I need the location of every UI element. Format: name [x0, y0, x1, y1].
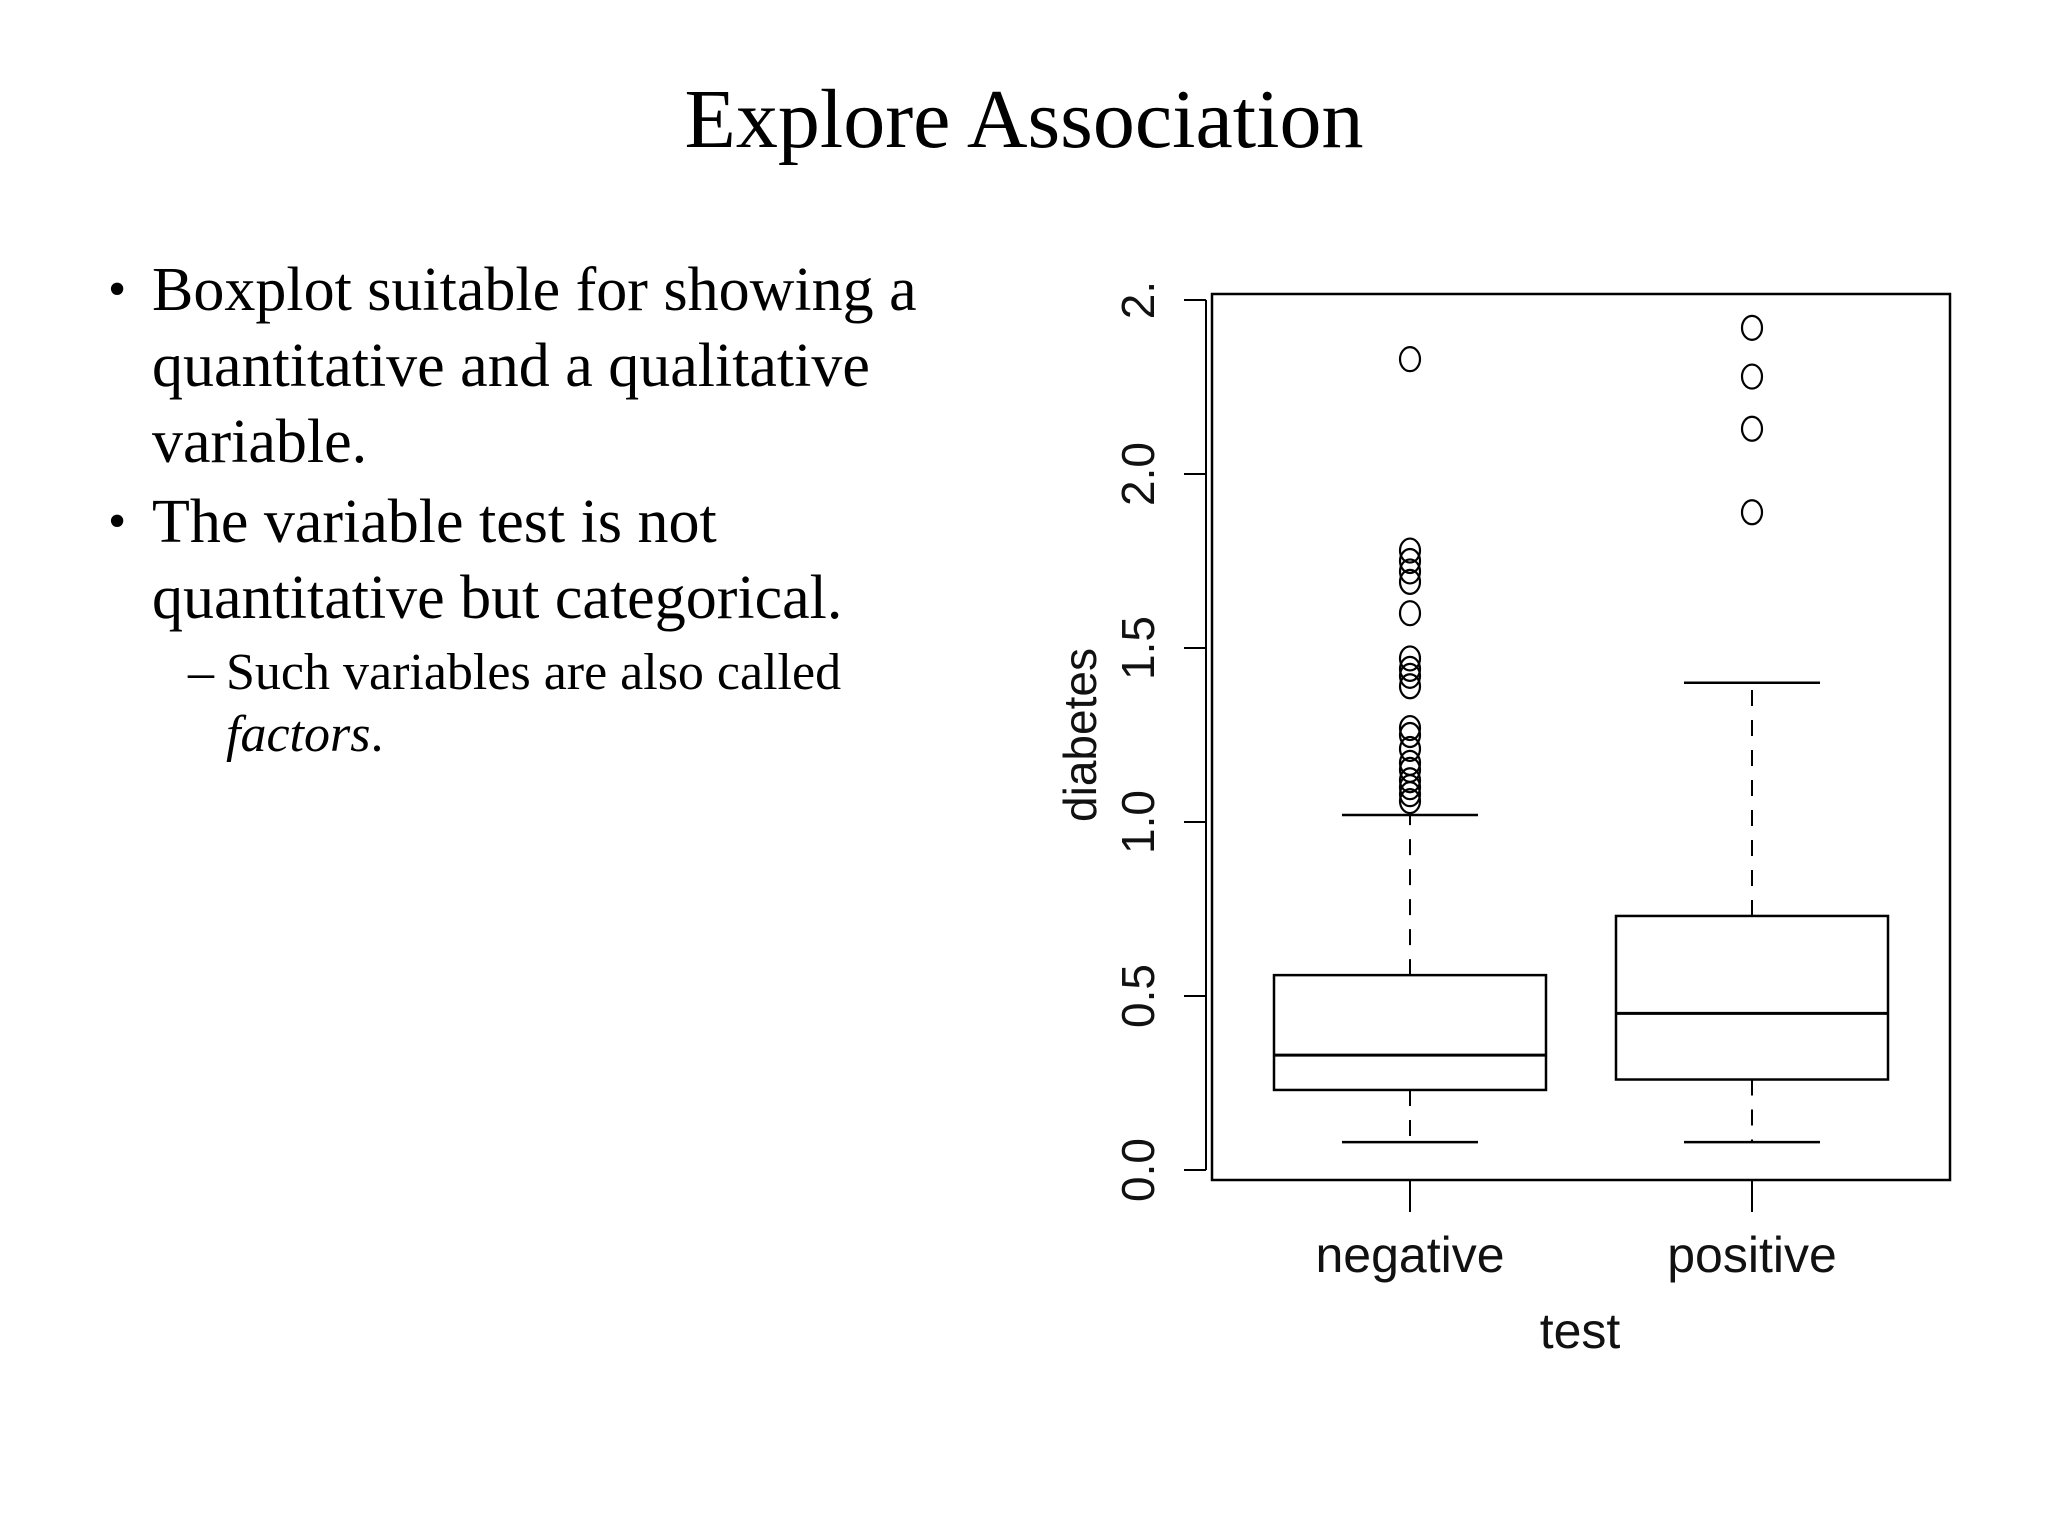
outlier-point [1398, 568, 1422, 595]
sub-bullet-italic: factors [226, 706, 371, 763]
bullet-item-2: • The variable test is not quantitative … [108, 484, 1008, 636]
outlier-point [1398, 673, 1422, 700]
y-tick-label: 2.0 [1112, 442, 1164, 506]
outlier-point [1398, 600, 1422, 627]
outlier-point [1398, 756, 1422, 783]
y-tick-label: 2. [1112, 281, 1164, 319]
outlier-point [1740, 499, 1764, 526]
outlier-point [1398, 558, 1422, 585]
x-tick-label: negative [1315, 1227, 1504, 1283]
bullet-text: The variable test is not quantitative bu… [152, 488, 843, 632]
bullet-marker: • [108, 493, 127, 550]
bullet-list: • Boxplot suitable for showing a quantit… [108, 252, 1008, 766]
outlier-point [1398, 645, 1422, 672]
bullet-marker: • [108, 261, 127, 318]
y-tick-label: 1.5 [1112, 616, 1164, 680]
sub-bullet-suffix: . [370, 706, 384, 763]
y-tick-label: 1.0 [1112, 790, 1164, 854]
outlier-point [1398, 767, 1422, 794]
iqr-box [1272, 973, 1548, 1092]
iqr-box [1614, 914, 1890, 1081]
outlier-point [1398, 346, 1422, 373]
y-tick-label: 0.5 [1112, 964, 1164, 1028]
outlier-point [1398, 547, 1422, 575]
sub-bullet-text: Such variables are also called [226, 644, 842, 701]
y-tick-label: 0.0 [1112, 1138, 1164, 1202]
x-axis-label: test [1540, 1303, 1621, 1359]
outlier-point [1398, 721, 1422, 749]
box-positive [1614, 314, 1890, 1144]
boxes [1272, 314, 1890, 1144]
bullet-item-1: • Boxplot suitable for showing a quantit… [108, 252, 1008, 480]
boxplot-chart: 0.0 0.5 1.0 1.5 2.0 2. negative positive diabe… [1054, 281, 1952, 1359]
x-axis: negative positive [1315, 1180, 1837, 1283]
outlier-point [1398, 655, 1422, 682]
y-axis-label: diabetes [1054, 648, 1106, 822]
outlier-point [1398, 537, 1422, 564]
x-tick-label: positive [1667, 1227, 1837, 1283]
plot-frame [1210, 292, 1952, 1182]
outlier-point [1398, 749, 1422, 776]
outlier-point [1740, 363, 1764, 390]
outlier-point [1740, 314, 1764, 341]
outlier-point [1398, 735, 1422, 763]
sub-bullet-item: – Such variables are also called factors… [108, 642, 1008, 766]
slide-title: Explore Association [684, 73, 1364, 166]
box-negative [1272, 346, 1548, 1144]
outlier-point [1398, 662, 1422, 689]
sub-bullet-marker: – [188, 644, 214, 701]
outlier-point [1398, 788, 1422, 815]
outlier-point [1398, 714, 1422, 742]
y-axis: 0.0 0.5 1.0 1.5 2.0 2. [1112, 281, 1207, 1202]
bullet-text: Boxplot suitable for showing a quantitat… [152, 256, 917, 476]
outlier-point [1740, 415, 1764, 442]
